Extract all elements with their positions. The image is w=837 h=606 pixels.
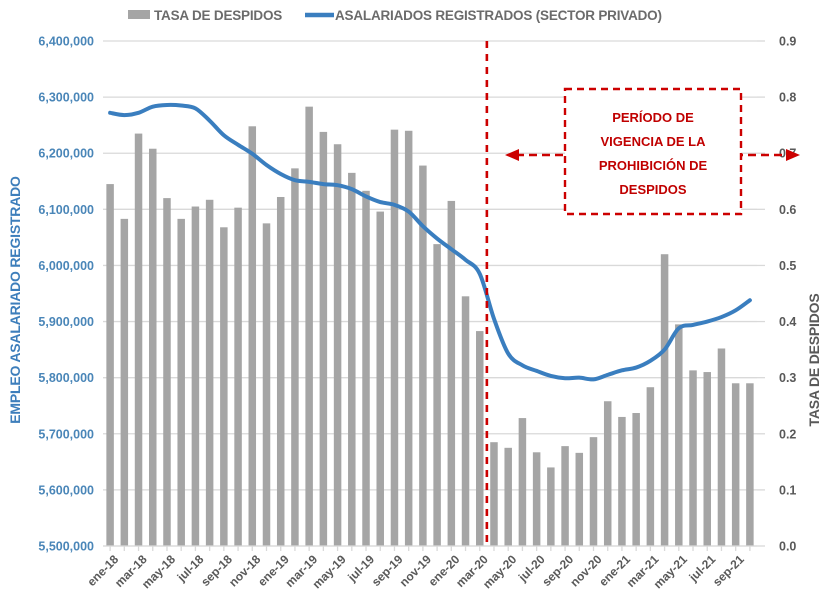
bar [276, 196, 285, 547]
arrow-right-head [786, 149, 800, 161]
legend-label-tasa-de-despidos: TASA DE DESPIDOS [154, 8, 282, 23]
line-series-asalariados-registrados [108, 102, 752, 382]
y-axis-right-tick-label: 0.5 [779, 259, 796, 273]
bar [163, 198, 171, 547]
y-axis-left-tick-label: 5,800,000 [38, 371, 94, 385]
bar [703, 372, 711, 546]
bar [248, 126, 257, 546]
bar [689, 370, 697, 546]
bar [333, 144, 342, 547]
annotation-line-1: PERÍODO DE [612, 110, 694, 125]
bar [106, 184, 114, 546]
y-axis-right-tick-labels: 0.90.80.70.60.50.40.30.20.10.0 [779, 35, 796, 554]
bar [575, 452, 584, 546]
bar [675, 324, 683, 546]
bar [717, 348, 726, 546]
bar [490, 442, 498, 546]
y-axis-left-tick-label: 5,700,000 [38, 427, 94, 441]
bar [177, 218, 185, 546]
annotation-box [563, 87, 743, 216]
bar [134, 133, 143, 546]
bar [319, 131, 328, 546]
bar [447, 200, 456, 547]
y-axis-left-tick-label: 6,400,000 [38, 35, 94, 49]
y-axis-left-tick-label: 6,100,000 [38, 203, 94, 217]
bar [561, 446, 569, 546]
y-axis-right-tick-label: 0.8 [779, 91, 796, 105]
legend-label-asalariados-registrados: ASALARIADOS REGISTRADOS (SECTOR PRIVADO) [335, 8, 662, 23]
bar [603, 401, 612, 546]
bar [504, 447, 512, 546]
bar [205, 199, 214, 547]
bar [149, 148, 157, 547]
bar [518, 418, 527, 546]
bar-series-tasa-de-despidos [106, 106, 754, 547]
bar [120, 218, 129, 546]
y-axis-left-tick-label: 6,000,000 [38, 259, 94, 273]
arrow-left-head [505, 149, 519, 161]
bar [731, 383, 740, 546]
bar [419, 165, 427, 546]
bar [433, 244, 441, 546]
bar [376, 211, 384, 546]
bar [191, 206, 200, 546]
y-axis-left-tick-label: 5,500,000 [38, 540, 94, 554]
y-axis-right-tick-label: 0.3 [779, 371, 796, 385]
annotation-line-2: VIGENCIA DE LA [601, 134, 707, 149]
bar [618, 416, 626, 546]
prohibition-period-arrows [505, 149, 800, 161]
bar [305, 106, 313, 547]
bar [220, 227, 228, 547]
y-axis-left-title: EMPLEO ASALARIADO REGISTRADO [7, 176, 23, 424]
bar [461, 296, 470, 546]
x-axis-tick-marks [109, 546, 751, 551]
y-axis-right-tick-label: 0.1 [779, 483, 796, 497]
y-axis-right-title: TASA DE DESPIDOS [806, 294, 822, 427]
y-axis-left-tick-label: 5,900,000 [38, 315, 94, 329]
annotation-line-3: PROHIBICIÓN DE [599, 158, 708, 173]
legend-swatch-bar [128, 10, 150, 19]
bar [532, 452, 541, 546]
bar [547, 467, 555, 546]
y-axis-right-tick-label: 0.4 [779, 315, 796, 329]
y-axis-right-tick-label: 0.6 [779, 203, 796, 217]
bar [404, 130, 413, 546]
bar [476, 331, 484, 546]
y-axis-left-tick-label: 6,300,000 [38, 91, 94, 105]
y-axis-left-tick-label: 6,200,000 [38, 147, 94, 161]
y-axis-right-tick-label: 0.0 [779, 540, 796, 554]
y-axis-right-tick-label: 0.2 [779, 427, 796, 441]
bar [291, 168, 299, 546]
y-axis-right-tick-label: 0.9 [779, 35, 796, 49]
bar [262, 223, 271, 547]
bar [589, 437, 598, 546]
annotation-line-4: DESPIDOS [619, 182, 687, 197]
bar [646, 387, 655, 546]
prohibition-period-annotation: PERÍODO DE VIGENCIA DE LA PROHIBICIÓN DE… [563, 87, 743, 216]
bar [746, 383, 754, 546]
chart-legend: TASA DE DESPIDOS ASALARIADOS REGISTRADOS… [128, 8, 662, 23]
bar [362, 190, 370, 546]
bar [632, 413, 640, 546]
bar [348, 172, 356, 547]
y-axis-left-tick-labels: 6,400,000 6,300,000 6,200,000 6,100,000 6,00… [38, 35, 94, 554]
bar [390, 129, 399, 546]
bar [234, 207, 242, 546]
bar [660, 254, 669, 546]
asalariados-line-path [108, 102, 752, 382]
y-axis-left-tick-label: 5,600,000 [38, 483, 94, 497]
